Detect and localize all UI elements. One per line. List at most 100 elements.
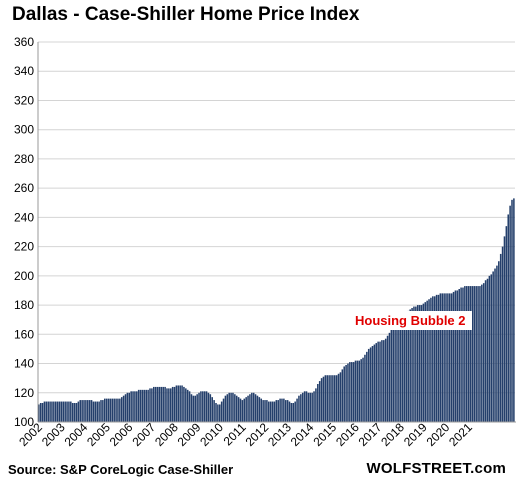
x-tick-label: 2021 (446, 420, 475, 449)
bar (307, 392, 310, 422)
y-tick-label: 220 (14, 240, 34, 254)
bar (247, 395, 249, 422)
bar (277, 400, 279, 422)
bar (388, 332, 391, 422)
bar (87, 400, 89, 422)
bar (207, 392, 210, 422)
bar (164, 386, 166, 422)
bar (186, 389, 189, 422)
bar (407, 310, 410, 422)
bar (169, 388, 172, 422)
bar (47, 401, 49, 422)
bar (264, 400, 266, 422)
bar (290, 403, 293, 422)
bar (373, 344, 376, 422)
bar (405, 313, 408, 422)
x-tick-label: 2020 (424, 420, 453, 449)
bar (326, 375, 328, 422)
y-tick-label: 360 (14, 35, 34, 49)
bar (83, 400, 85, 422)
bar (128, 392, 131, 422)
bar (137, 389, 140, 422)
bar (56, 401, 59, 422)
bar (488, 275, 491, 422)
bar (260, 398, 263, 422)
bar (168, 388, 170, 422)
bar (113, 398, 115, 422)
bar (458, 289, 460, 422)
bar (234, 394, 236, 422)
y-tick-label: 300 (14, 123, 34, 137)
bar (166, 388, 168, 422)
bar (443, 293, 445, 422)
bar (460, 287, 462, 422)
bar (390, 329, 393, 422)
bar (220, 401, 223, 422)
bar (349, 362, 351, 422)
x-tick-labels: 2002200320042005200620072008200920102011… (16, 420, 475, 449)
bar (441, 293, 444, 422)
bar (449, 293, 451, 422)
bar (85, 400, 87, 422)
bar (317, 384, 319, 422)
bar (53, 401, 55, 422)
bar (136, 391, 138, 422)
bar (467, 286, 470, 422)
bar (117, 398, 119, 422)
bar (499, 253, 502, 422)
bar (147, 389, 149, 422)
bar (335, 375, 338, 422)
bar (301, 392, 304, 422)
x-tick-label: 2012 (243, 420, 272, 449)
bar (371, 346, 374, 422)
bar (300, 394, 302, 422)
bar (473, 286, 476, 422)
bar (392, 328, 394, 422)
bar (384, 338, 387, 422)
y-tick-labels: 100 120 140 160 180 200 220 240 260 280 300 320 340 3… (14, 35, 34, 429)
bar (156, 386, 159, 422)
bar (428, 299, 430, 422)
bar (313, 391, 315, 422)
bar (415, 306, 417, 422)
bar (311, 392, 313, 422)
bar (111, 398, 114, 422)
bar (100, 400, 102, 422)
bar (279, 398, 281, 422)
bar (298, 395, 300, 422)
bar (41, 403, 44, 422)
bar (215, 403, 217, 422)
bar (77, 401, 80, 422)
bar (149, 388, 151, 422)
bar (352, 362, 355, 422)
bar (268, 401, 270, 422)
bar (496, 265, 498, 422)
bar (49, 401, 51, 422)
bar (188, 391, 191, 422)
bar (420, 305, 423, 422)
bar (345, 365, 347, 422)
bar (273, 401, 276, 422)
bar (360, 359, 362, 422)
bar (484, 280, 487, 422)
bar (383, 340, 385, 422)
bar (194, 395, 197, 422)
bar (256, 395, 259, 422)
bar (252, 392, 255, 422)
bar (375, 343, 378, 422)
y-tick-label: 140 (14, 357, 34, 371)
bar (456, 290, 459, 422)
bar (205, 391, 208, 422)
bar (482, 283, 485, 422)
bar (230, 392, 232, 422)
bar (350, 362, 353, 422)
bar (422, 303, 425, 422)
bar (81, 400, 83, 422)
bar (445, 293, 447, 422)
bar (154, 386, 157, 422)
bar (192, 395, 195, 422)
bar (124, 394, 127, 422)
bar (109, 398, 112, 422)
bar (347, 363, 349, 422)
